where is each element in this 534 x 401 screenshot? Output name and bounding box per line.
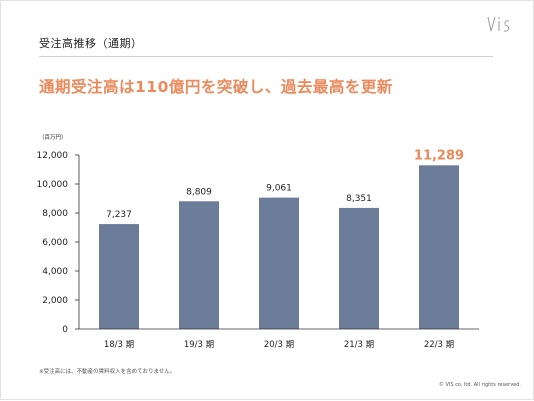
bar [339,207,379,329]
x-tick-label: 20/3 期 [264,340,294,350]
headline: 通期受注高は110億円を突破し、過去最高を更新 [39,78,393,96]
footnote: ※受注高には、不動産の賃料収入を含めておりません。 [39,369,176,375]
x-tick-label: 21/3 期 [344,340,374,350]
y-tick-label: 6,000 [42,238,68,248]
title-divider [39,56,493,57]
bar-value-label: 7,237 [106,210,132,220]
y-tick-label: 4,000 [42,267,68,277]
bar-value-label-highlight: 11,289 [414,148,464,163]
x-tick-label: 19/3 期 [184,340,214,350]
y-tick-label: 0 [62,325,68,335]
copyright: © VIS co. ltd. All rights reserved. [438,382,521,388]
bar [419,165,459,329]
y-axis-unit-label: （百万円） [39,134,67,141]
y-tick-label: 10,000 [37,180,69,190]
bar-value-label: 9,061 [266,184,292,194]
bar [99,224,139,329]
y-tick-label: 2,000 [42,296,68,306]
vis-logo-icon [487,16,510,32]
bar-value-label: 8,351 [346,194,372,204]
y-tick-label: 8,000 [42,209,68,219]
bar [259,197,299,329]
x-tick-label: 18/3 期 [104,340,134,350]
bar-value-label: 8,809 [186,187,212,197]
x-tick-label: 22/3 期 [424,340,454,350]
bar [179,201,219,329]
page-title: 受注高推移（通期） [39,37,143,50]
y-tick-label: 12,000 [37,151,69,161]
